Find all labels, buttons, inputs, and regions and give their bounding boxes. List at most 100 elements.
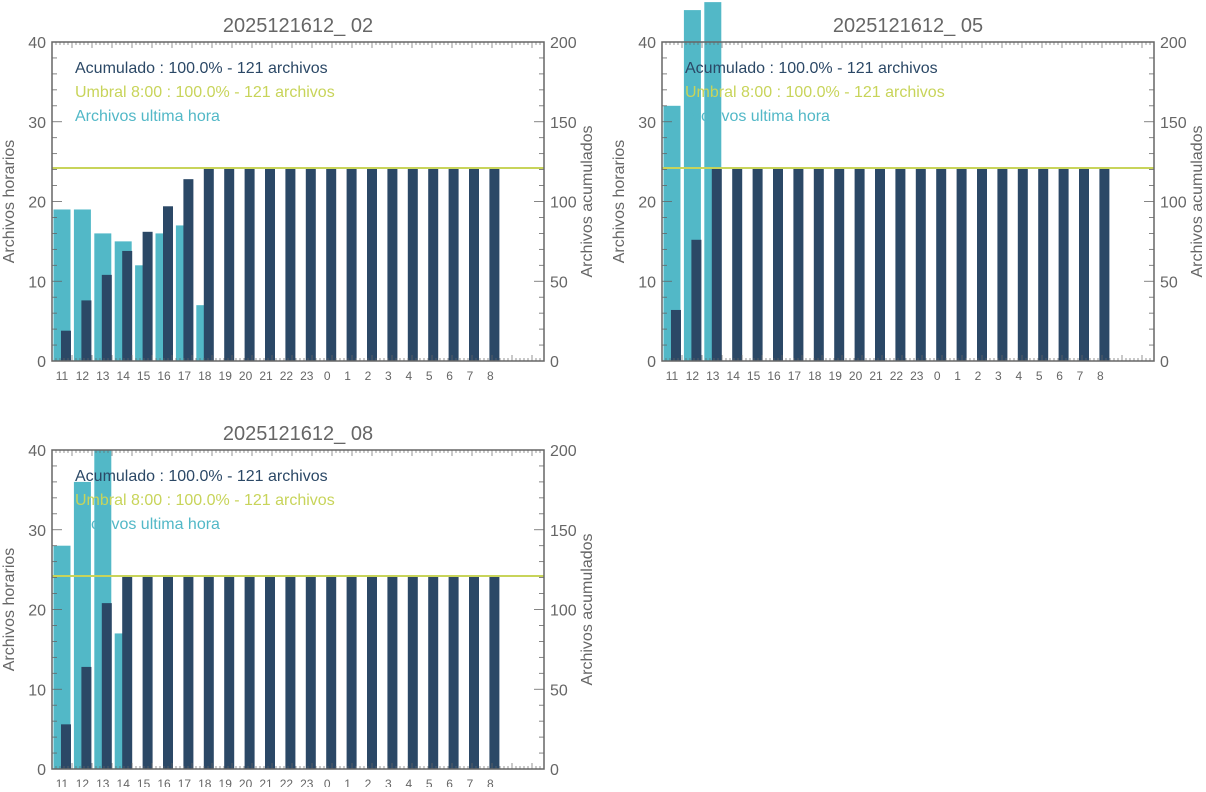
bar-cumulative xyxy=(367,576,377,769)
bar-cumulative xyxy=(305,168,316,361)
bar-cumulative xyxy=(977,168,987,361)
bar-cumulative xyxy=(265,168,275,361)
y-tick-label: 20 xyxy=(638,195,656,212)
bar-cumulative xyxy=(163,206,173,361)
y2-tick-label: 150 xyxy=(1160,115,1187,132)
x-tick-label: 23 xyxy=(300,369,314,383)
bar-cumulative xyxy=(895,168,906,361)
bar-cumulative xyxy=(81,666,92,769)
bar-cumulative xyxy=(142,576,153,769)
bar-cumulative xyxy=(489,168,500,361)
x-tick-label: 14 xyxy=(117,777,131,787)
x-tick-label: 2 xyxy=(365,369,372,383)
legend-entry: Archivos ultima hora xyxy=(75,516,220,533)
bar-cumulative xyxy=(285,168,296,361)
bar-cumulative xyxy=(813,168,824,361)
bar-cumulative xyxy=(448,576,459,769)
x-tick-label: 15 xyxy=(137,369,151,383)
bar-cumulative xyxy=(915,168,926,361)
x-tick-label: 13 xyxy=(96,777,110,787)
y-tick-label: 40 xyxy=(28,35,46,52)
x-tick-label: 14 xyxy=(117,369,131,383)
x-tick-label: 8 xyxy=(487,777,494,787)
y-tick-label: 0 xyxy=(37,354,46,371)
x-tick-label: 4 xyxy=(1015,369,1022,383)
x-tick-label: 22 xyxy=(890,369,904,383)
x-tick-label: 1 xyxy=(954,369,961,383)
bar-cumulative xyxy=(265,576,275,769)
y2-tick-label: 0 xyxy=(1160,354,1169,371)
x-tick-label: 6 xyxy=(446,369,453,383)
bar-cumulative xyxy=(122,250,133,361)
bar-cumulative xyxy=(1099,168,1110,361)
x-tick-label: 22 xyxy=(280,369,294,383)
x-tick-label: 21 xyxy=(259,369,273,383)
y2-tick-label: 150 xyxy=(550,523,577,540)
bar-cumulative xyxy=(326,576,337,769)
y2-tick-label: 50 xyxy=(550,682,568,699)
bar-cumulative xyxy=(489,576,500,769)
bar-hourly xyxy=(53,209,71,361)
x-tick-label: 20 xyxy=(849,369,863,383)
bar-cumulative xyxy=(101,274,112,361)
y-tick-label: 40 xyxy=(638,35,656,52)
bar-cumulative xyxy=(469,168,479,361)
bar-cumulative xyxy=(81,300,92,361)
x-tick-label: 6 xyxy=(1056,369,1063,383)
bar-cumulative xyxy=(997,168,1008,361)
y-tick-label: 0 xyxy=(37,762,46,779)
legend-entry: Umbral 8:00 : 100.0% - 121 archivos xyxy=(75,84,335,101)
x-tick-label: 11 xyxy=(56,777,69,787)
y-tick-label: 0 xyxy=(647,354,656,371)
bar-cumulative xyxy=(203,576,214,769)
bar-cumulative xyxy=(142,231,153,361)
bar-cumulative xyxy=(163,576,173,769)
y-tick-label: 20 xyxy=(28,195,46,212)
bar-cumulative xyxy=(773,168,783,361)
x-tick-label: 18 xyxy=(198,369,212,383)
x-tick-label: 5 xyxy=(426,777,433,787)
x-tick-label: 1 xyxy=(344,369,351,383)
bar-cumulative xyxy=(387,576,398,769)
y2-tick-label: 0 xyxy=(550,354,559,371)
x-tick-label: 17 xyxy=(178,369,192,383)
x-tick-label: 3 xyxy=(385,369,392,383)
bar-cumulative xyxy=(691,239,702,361)
bar-cumulative xyxy=(203,168,214,361)
bar-cumulative xyxy=(875,168,885,361)
y-tick-label: 40 xyxy=(28,443,46,460)
bar-cumulative xyxy=(854,168,865,361)
bar-cumulative xyxy=(428,576,439,769)
y2-tick-label: 100 xyxy=(1160,195,1187,212)
x-tick-label: 21 xyxy=(259,777,273,787)
x-tick-label: 5 xyxy=(426,369,433,383)
bar-cumulative xyxy=(244,168,255,361)
y2-tick-label: 200 xyxy=(550,35,577,52)
bar-cumulative xyxy=(711,168,722,361)
x-tick-label: 18 xyxy=(808,369,822,383)
y2-tick-label: 200 xyxy=(550,443,577,460)
bar-cumulative xyxy=(285,576,296,769)
x-tick-label: 3 xyxy=(385,777,392,787)
x-tick-label: 11 xyxy=(666,369,679,383)
bar-cumulative xyxy=(469,576,479,769)
bar-cumulative xyxy=(224,168,235,361)
legend-entry: Umbral 8:00 : 100.0% - 121 archivos xyxy=(685,84,945,101)
bar-cumulative xyxy=(448,168,459,361)
bar-cumulative xyxy=(61,330,71,361)
chart-title: 2025121612_ 08 xyxy=(223,423,373,445)
legend-entry: Acumulado : 100.0% - 121 archivos xyxy=(75,60,328,77)
x-tick-label: 2 xyxy=(365,777,372,787)
bar-cumulative xyxy=(101,603,112,769)
x-tick-label: 3 xyxy=(995,369,1002,383)
y2-axis-label: Archivos acumulados xyxy=(1189,125,1206,277)
x-tick-label: 16 xyxy=(767,369,781,383)
bar-cumulative xyxy=(956,168,967,361)
y2-tick-label: 100 xyxy=(550,603,577,620)
bar-cumulative xyxy=(407,576,418,769)
x-tick-label: 19 xyxy=(219,777,233,787)
y-tick-label: 10 xyxy=(638,274,656,291)
legend-entry: Archivos ultima hora xyxy=(75,108,220,125)
x-tick-label: 7 xyxy=(467,777,474,787)
